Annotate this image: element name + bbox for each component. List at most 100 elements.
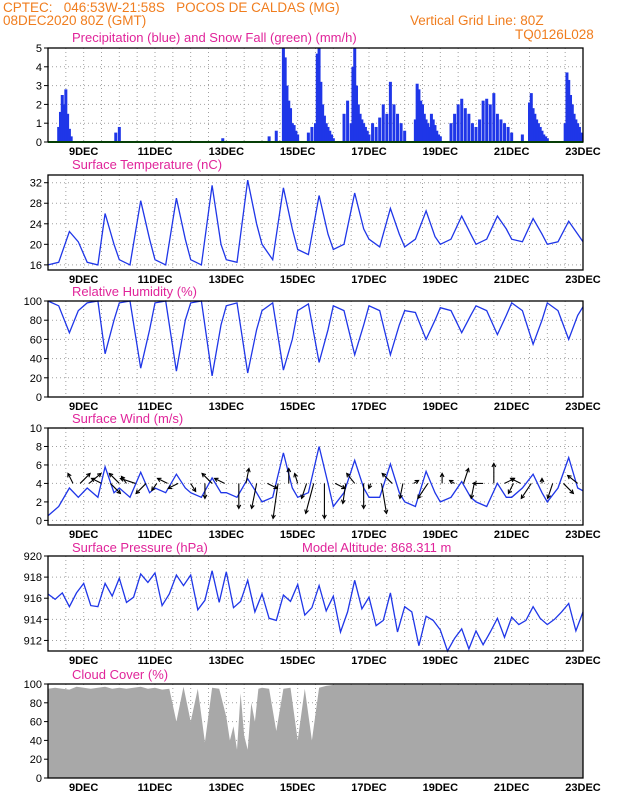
precipitation-bar <box>438 136 442 142</box>
precipitation-bar <box>330 134 334 142</box>
precipitation-bar <box>426 123 430 142</box>
precipitation-bar <box>60 95 64 142</box>
wind-arrow <box>399 483 404 499</box>
precipitation-bar <box>577 126 581 142</box>
precipitation-bar <box>419 100 423 142</box>
precipitation-bar <box>449 123 453 142</box>
precipitation-bar <box>478 119 482 142</box>
wind-arrow-head <box>414 479 420 485</box>
wind-arrow <box>214 477 225 484</box>
y-tick-label: 32 <box>30 178 42 190</box>
precipitation-bar <box>535 119 539 142</box>
x-tick-label: 21DEC <box>494 274 530 286</box>
precipitation-bar <box>356 104 360 142</box>
y-tick-label: 60 <box>30 717 42 729</box>
x-tick-label: 23DEC <box>565 655 601 667</box>
precipitation-bar <box>388 81 392 142</box>
precipitation-bar <box>422 113 426 142</box>
precipitation-bar <box>58 111 62 142</box>
x-tick-label: 19DEC <box>423 146 459 158</box>
x-tick-label: 21DEC <box>494 529 530 541</box>
y-tick-label: 0 <box>36 392 42 404</box>
precipitation-bar <box>563 123 567 142</box>
x-tick-label: 9DEC <box>69 529 98 541</box>
y-tick-label: 20 <box>30 239 42 251</box>
x-tick-label: 19DEC <box>423 655 459 667</box>
wind-arrow <box>470 483 475 499</box>
precipitation-bar <box>576 123 580 142</box>
precipitation-bar <box>453 113 457 142</box>
x-tick-label: 21DEC <box>494 146 530 158</box>
y-tick-label: 3 <box>36 81 42 93</box>
wind-arrow <box>120 477 136 484</box>
precipitation-bar <box>399 123 403 142</box>
precipitation-bar <box>315 53 319 142</box>
wind-arrow <box>151 483 158 491</box>
precipitation-bar <box>349 123 353 142</box>
precipitation-bar <box>66 113 70 142</box>
precipitation-bar <box>57 126 61 142</box>
precipitation-bar <box>287 100 291 142</box>
series-line <box>47 300 584 377</box>
precipitation-bar <box>69 136 73 142</box>
wind-arrow <box>79 473 91 484</box>
x-tick-label: 23DEC <box>565 274 601 286</box>
wind-arrow-head <box>119 477 125 482</box>
precipitation-bar <box>363 126 367 142</box>
precipitation-bar <box>296 134 300 142</box>
wind-arrow-head <box>381 472 387 478</box>
y-tick-label: 5 <box>36 43 42 55</box>
precipitation-bar <box>533 113 537 142</box>
y-tick-label: 100 <box>24 296 42 308</box>
precipitation-bar <box>306 132 310 142</box>
y-tick-label: 0 <box>36 773 42 785</box>
x-tick-label: 19DEC <box>423 274 459 286</box>
x-tick-label: 17DEC <box>351 655 387 667</box>
x-tick-label: 17DEC <box>351 146 387 158</box>
wind-arrow-head <box>116 489 122 495</box>
y-tick-label: 0 <box>36 137 42 149</box>
wind-arrow <box>91 477 102 484</box>
y-tick-label: 918 <box>24 572 42 584</box>
wind-arrow <box>135 483 147 494</box>
wind-arrow-head <box>471 481 477 486</box>
precipitation-bar <box>117 126 121 142</box>
panel-title: Surface Wind (m/s) <box>72 411 183 426</box>
y-tick-label: 4 <box>36 478 42 490</box>
x-tick-label: 9DEC <box>69 655 98 667</box>
wind-arrow <box>272 483 279 519</box>
wind-arrow <box>167 482 179 489</box>
panel-title: Surface Temperature (nC) <box>72 157 222 172</box>
wind-arrow-head <box>86 472 91 478</box>
y-tick-label: 20 <box>30 373 42 385</box>
precipitation-bar <box>529 93 533 142</box>
precipitation-bar <box>317 48 321 142</box>
series-line <box>47 179 584 266</box>
precipitation-bar <box>492 93 496 142</box>
x-tick-label: 15DEC <box>280 655 316 667</box>
wind-arrow-head <box>213 477 219 483</box>
y-tick-label: 8 <box>36 441 42 453</box>
wind-arrow <box>201 473 213 484</box>
x-tick-label: 9DEC <box>69 401 98 413</box>
precipitation-bar <box>506 126 510 142</box>
precipitation-bar <box>572 113 576 142</box>
precipitation-bar <box>371 123 375 142</box>
precipitation-bar <box>326 126 330 142</box>
y-tick-label: 2 <box>36 497 42 509</box>
precipitation-bar <box>424 119 428 142</box>
wind-arrow-head <box>465 467 470 473</box>
precipitation-bar <box>221 138 225 142</box>
wind-arrow-head <box>202 494 208 500</box>
y-tick-label: 1 <box>36 118 42 130</box>
precipitation-bar <box>321 104 325 142</box>
y-tick-label: 24 <box>30 219 42 231</box>
wind-arrow-head <box>249 504 255 510</box>
x-tick-label: 11DEC <box>138 529 173 541</box>
precipitation-bar <box>545 138 549 142</box>
wind-arrow-head <box>201 472 207 478</box>
x-tick-label: 19DEC <box>423 401 459 413</box>
precipitation-bar <box>360 119 364 142</box>
wind-arrow <box>305 483 315 514</box>
precipitation-bar <box>481 100 485 142</box>
